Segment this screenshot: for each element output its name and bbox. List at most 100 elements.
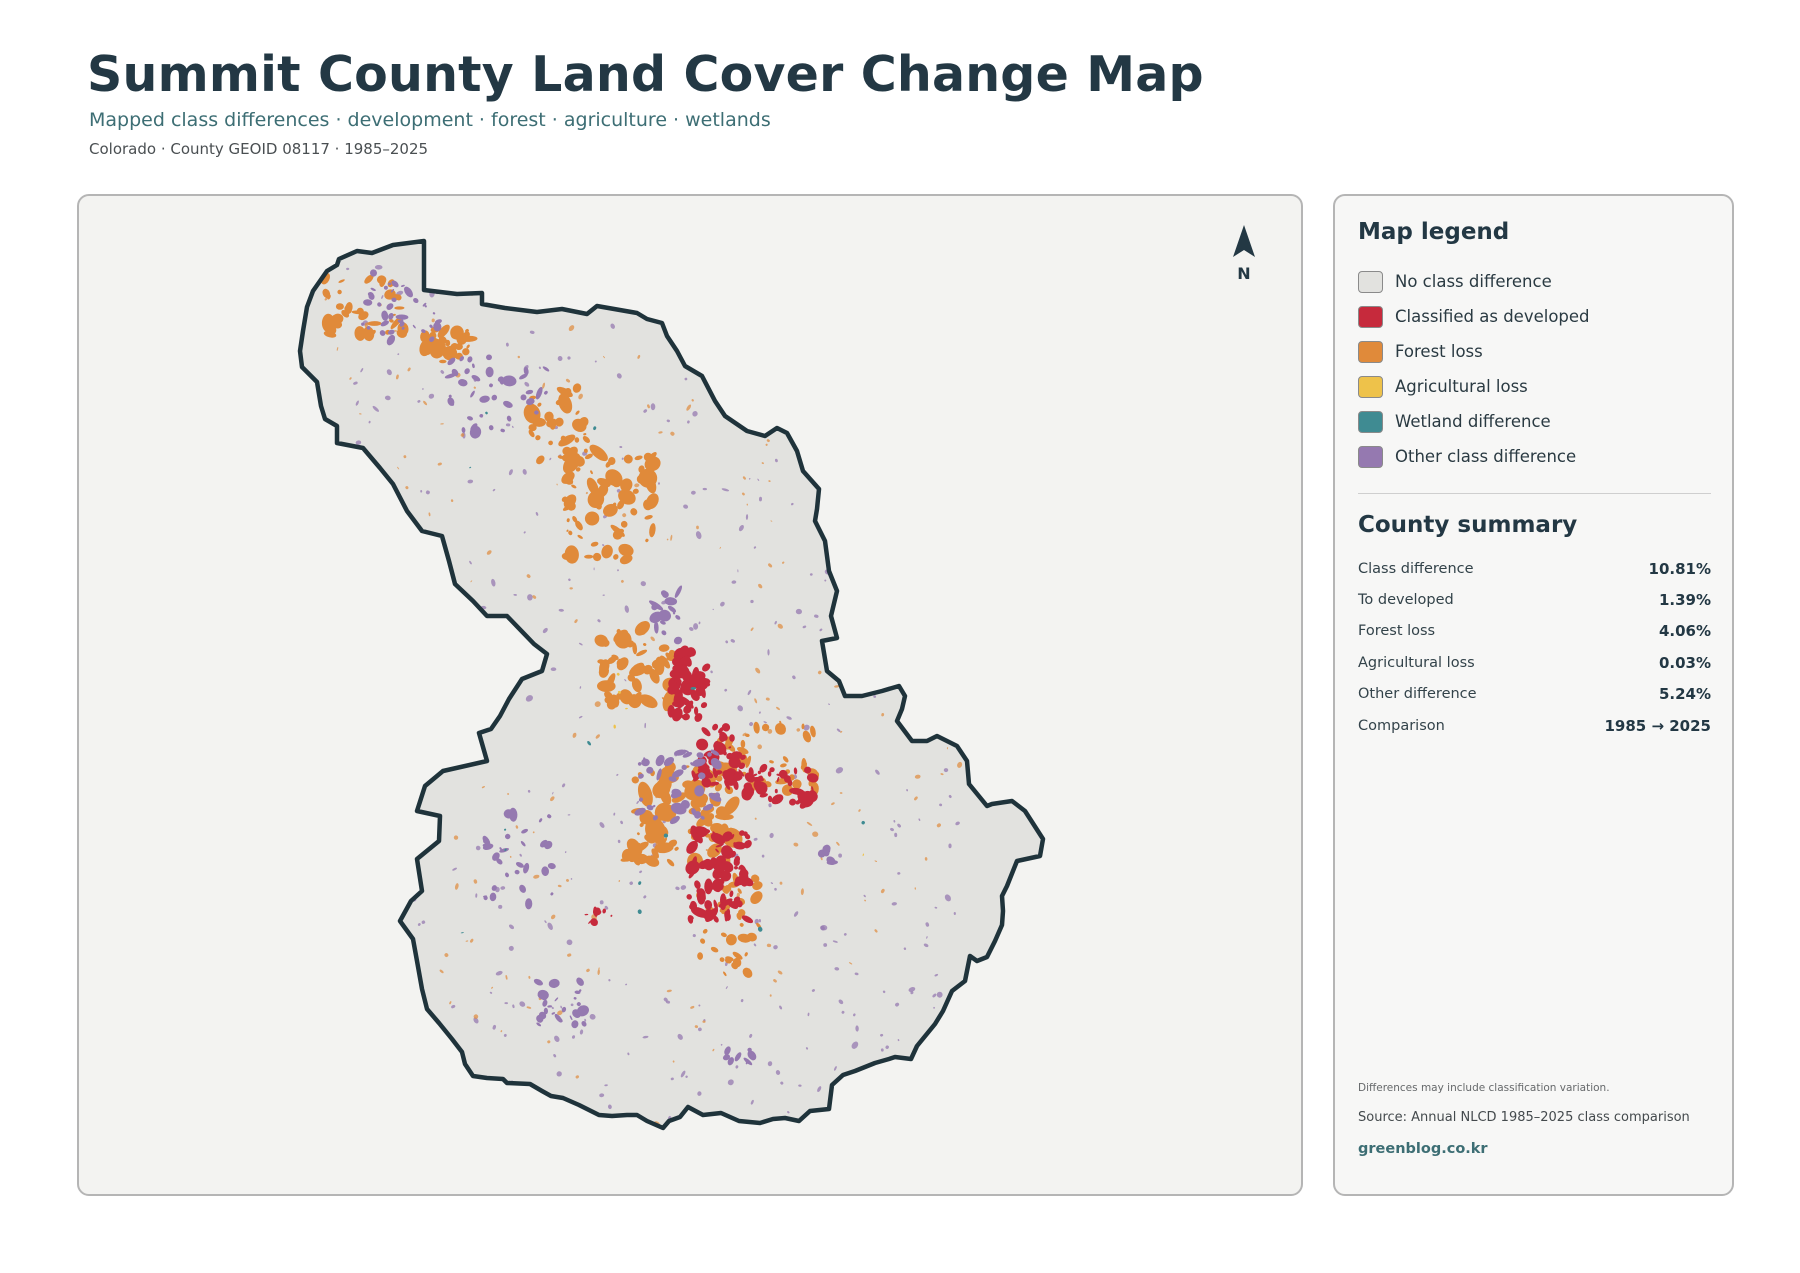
change-patch	[384, 1005, 391, 1012]
change-patch	[670, 534, 673, 541]
change-patch	[523, 367, 529, 376]
change-patch	[745, 1059, 750, 1065]
change-patch	[489, 383, 493, 388]
change-patch	[363, 299, 373, 306]
change-patch	[391, 297, 397, 303]
change-patch	[680, 885, 687, 890]
change-patch	[711, 880, 724, 892]
change-patch	[533, 978, 543, 986]
change-patch	[753, 780, 764, 793]
change-patch	[376, 728, 382, 732]
change-patch	[767, 771, 772, 777]
change-patch	[599, 661, 609, 672]
change-patch	[937, 678, 942, 684]
change-patch	[679, 656, 691, 665]
change-patch	[567, 356, 571, 360]
change-patch	[515, 661, 521, 667]
change-patch	[422, 645, 427, 649]
change-patch	[697, 1091, 702, 1096]
change-patch	[740, 877, 749, 887]
change-patch	[916, 455, 920, 458]
change-patch	[731, 303, 736, 308]
change-patch	[571, 1035, 576, 1039]
change-patch	[680, 681, 688, 688]
change-patch	[715, 843, 724, 848]
change-patch	[594, 701, 601, 707]
change-patch	[752, 881, 763, 891]
change-patch	[557, 884, 562, 888]
map-panel[interactable]	[77, 194, 1303, 1196]
change-patch	[743, 782, 753, 792]
change-patch	[393, 578, 396, 585]
change-patch	[447, 357, 456, 366]
change-patch	[666, 538, 669, 541]
change-patch	[903, 366, 906, 369]
change-patch	[528, 272, 532, 275]
change-patch	[562, 783, 566, 788]
change-patch	[664, 597, 678, 606]
change-patch	[422, 388, 424, 390]
change-patch	[465, 690, 471, 694]
change-patch	[607, 1104, 612, 1110]
change-patch	[943, 728, 947, 731]
change-patch	[744, 833, 751, 840]
change-patch	[712, 1048, 715, 1052]
change-patch	[815, 291, 818, 294]
change-patch	[465, 940, 469, 942]
change-patch	[500, 428, 505, 433]
change-patch	[312, 528, 318, 534]
change-patch	[575, 467, 581, 472]
county-map[interactable]	[79, 196, 1303, 1196]
change-patch	[855, 1025, 859, 1032]
change-patch	[778, 769, 788, 779]
change-patch	[713, 770, 723, 775]
change-patch	[767, 729, 773, 734]
change-patch	[645, 817, 666, 843]
north-arrow-icon	[1233, 225, 1255, 257]
change-patch	[948, 795, 952, 798]
change-patch	[856, 603, 861, 607]
change-patch	[504, 848, 507, 851]
change-patch	[748, 478, 751, 480]
change-patch	[872, 310, 877, 314]
change-patch	[394, 306, 405, 310]
change-patch	[512, 1004, 515, 1009]
change-patch	[873, 695, 877, 698]
change-patch	[466, 344, 470, 349]
change-patch	[728, 746, 732, 749]
change-patch	[543, 1007, 549, 1015]
change-patch	[858, 809, 861, 812]
change-patch	[858, 637, 861, 640]
change-patch	[643, 664, 653, 675]
site-link[interactable]: greenblog.co.kr	[1358, 1141, 1488, 1157]
change-patch	[734, 865, 738, 870]
change-patch	[943, 714, 950, 721]
change-patch	[523, 862, 530, 874]
change-patch	[492, 488, 496, 492]
change-patch	[368, 645, 372, 649]
change-patch	[879, 1079, 882, 1085]
change-patch	[636, 649, 648, 657]
change-patch	[329, 621, 336, 626]
change-patch	[826, 310, 830, 315]
change-patch	[910, 640, 914, 643]
change-patch	[355, 440, 362, 445]
change-patch	[407, 367, 411, 372]
change-patch	[579, 686, 582, 689]
change-patch	[774, 620, 777, 625]
change-patch	[309, 713, 312, 715]
change-patch	[583, 448, 588, 453]
change-patch	[693, 811, 702, 819]
legend-swatch	[1358, 375, 1383, 398]
change-patch	[489, 892, 497, 902]
change-patch	[420, 599, 423, 602]
change-patch	[597, 680, 616, 693]
change-patch	[745, 755, 752, 768]
change-patch	[616, 373, 622, 379]
change-patch	[837, 582, 840, 585]
change-patch	[568, 578, 571, 582]
change-patch	[838, 999, 844, 1005]
change-patch	[831, 429, 835, 433]
change-patch	[339, 657, 342, 661]
change-patch	[748, 767, 754, 777]
